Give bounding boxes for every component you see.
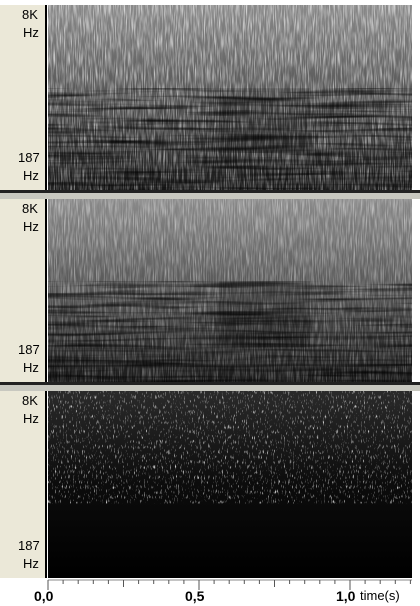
freq-label: 187 — [18, 538, 40, 553]
spectrogram-panel: 8K Hz 187 Hz — [0, 199, 420, 391]
freq-label: 8K — [22, 393, 38, 408]
spectrogram-panel: 8K Hz 187 Hz — [0, 391, 412, 578]
ruler-edge — [45, 199, 47, 382]
freq-unit: Hz — [23, 360, 39, 375]
time-tick-label: 1,0 — [336, 588, 356, 604]
freq-unit: Hz — [23, 411, 39, 426]
freq-label: 187 — [18, 150, 40, 165]
spectrogram-panel: 8K Hz 187 Hz — [0, 5, 420, 199]
separator-gap — [0, 385, 420, 391]
freq-label: 8K — [22, 7, 38, 22]
separator-gap — [0, 193, 420, 199]
freq-unit: Hz — [23, 556, 39, 571]
freq-unit: Hz — [23, 25, 39, 40]
spectrogram-view: 8K Hz 187 Hz 8K Hz 187 Hz 8K Hz 187 Hz 0,0 0,5 1,0 tim… — [0, 0, 420, 606]
ruler-edge — [45, 5, 47, 190]
separator — [0, 382, 420, 385]
page: {"panels": [ {"top_label": ["8K", "Hz"],… — [0, 0, 420, 606]
spectrogram-texture — [48, 391, 412, 503]
freq-label: 8K — [22, 201, 38, 216]
time-unit: time(s) — [360, 588, 400, 603]
onset-shade — [219, 281, 310, 345]
freq-unit: Hz — [23, 219, 39, 234]
separator — [0, 190, 420, 193]
onset-shade — [219, 88, 310, 153]
time-tick-label: 0,0 — [34, 588, 54, 604]
time-tick-label: 0,5 — [185, 588, 205, 604]
freq-label: 187 — [18, 342, 40, 357]
ruler-edge — [45, 391, 47, 578]
freq-unit: Hz — [23, 168, 39, 183]
